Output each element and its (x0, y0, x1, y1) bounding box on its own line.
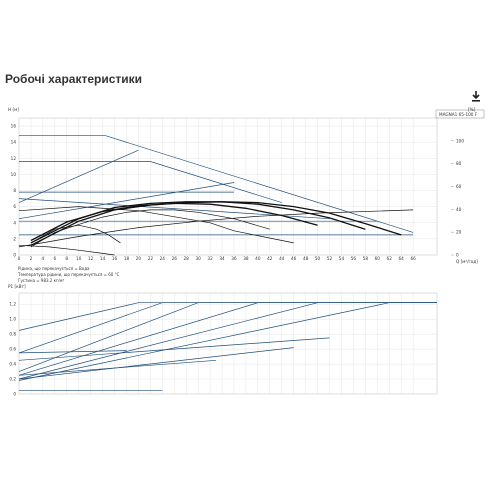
head-curve-14 (30, 202, 318, 242)
upper-y-tick: 10 (11, 172, 17, 177)
upper-x-tick: 24 (160, 256, 166, 261)
upper-x-tick: 60 (375, 256, 381, 261)
upper-x-tick: 46 (291, 256, 297, 261)
upper-x-tick: 56 (351, 256, 357, 261)
head-chart: 0 2 4 6 8 10 12 14 16 18 20 22 24 26 28 30 32 34 36 38 40 42 4… (8, 107, 485, 264)
upper-y2-tick: 80 (456, 161, 462, 166)
upper-y2-tick: 0 (456, 253, 459, 258)
upper-x-tick: 6 (53, 256, 56, 261)
upper-x-tick: 12 (88, 256, 94, 261)
upper-y-tick: 8 (13, 188, 16, 193)
upper-y-label: H [м] (8, 107, 19, 112)
upper-x-tick: 28 (184, 256, 190, 261)
lower-y-tick: 0.6 (9, 347, 16, 352)
upper-y-tick: 6 (13, 204, 16, 209)
head-curve-7 (18, 149, 139, 203)
power-chart: 0 0.2 0.4 0.6 0.8 1.0 1.2 P1 [кВт] (8, 284, 438, 397)
head-curve-11 (18, 244, 115, 256)
note-density: Густина = 983.2 кг/м³ (18, 278, 65, 283)
upper-y2-tick: 60 (456, 184, 462, 189)
head-curve-16 (30, 224, 121, 244)
power-curve-7 (18, 337, 330, 361)
power-curve-6 (18, 302, 437, 381)
fluid-notes: Рідина, що перекачується = Вода Температ… (17, 266, 120, 283)
upper-x-tick: 14 (100, 256, 106, 261)
upper-x-tick: 2 (30, 256, 33, 261)
upper-x-tick: 66 (410, 256, 416, 261)
upper-y-tick: 14 (11, 140, 17, 145)
lower-y-label: P1 [кВт] (8, 284, 26, 289)
upper-x-tick: 44 (279, 256, 285, 261)
download-icon[interactable] (470, 90, 482, 102)
upper-x-tick: 18 (124, 256, 130, 261)
power-curve-11 (18, 350, 127, 354)
lower-y-tick: 0.8 (9, 332, 16, 337)
upper-x-tick: 32 (207, 256, 213, 261)
power-curve-1 (18, 302, 437, 331)
upper-y2-tick: 40 (456, 207, 462, 212)
upper-plot-area (18, 117, 438, 256)
upper-x-tick: 36 (231, 256, 237, 261)
upper-x-tick: 20 (136, 256, 142, 261)
note-fluid: Рідина, що перекачується = Вода (18, 266, 90, 271)
power-curve-9 (18, 359, 217, 376)
upper-x-tick: 38 (243, 256, 249, 261)
upper-x-tick: 4 (42, 256, 45, 261)
lower-y-tick: 0.4 (9, 362, 16, 367)
head-curve-1 (19, 135, 414, 233)
upper-y-tick: 2 (13, 236, 16, 241)
model-label-box (435, 109, 485, 119)
upper-x-tick: 22 (148, 256, 154, 261)
upper-x-tick: 8 (65, 256, 68, 261)
upper-y-tick: 16 (11, 124, 17, 129)
upper-x-tick: 0 (18, 256, 21, 261)
upper-y-tick: 0 (13, 253, 16, 258)
upper-x-tick: 50 (315, 256, 321, 261)
lower-y-tick: 0 (13, 392, 16, 397)
upper-x-tick: 10 (76, 256, 82, 261)
upper-y-tick: 4 (13, 220, 16, 225)
head-curve-10 (18, 206, 294, 244)
head-curve-9 (18, 209, 414, 248)
power-curve-4 (18, 302, 437, 376)
power-curve-8 (18, 347, 294, 380)
head-curve-15 (30, 209, 270, 248)
page-title: Робочі характеристики (5, 72, 143, 86)
upper-x-tick: 16 (112, 256, 118, 261)
upper-x-tick: 64 (398, 256, 404, 261)
head-curve-8 (18, 182, 235, 220)
upper-x-tick: 30 (195, 256, 201, 261)
upper-x-tick: 42 (267, 256, 273, 261)
upper-x-tick: 48 (303, 256, 309, 261)
upper-y-tick: 12 (11, 156, 17, 161)
upper-x-tick: 62 (387, 256, 393, 261)
note-temp: Температура рідини, що перекачується = 6… (17, 272, 120, 277)
model-label: MAGNA1 65-100 F (439, 112, 478, 117)
lower-y-tick: 1.2 (9, 302, 16, 307)
upper-y2-tick: 20 (456, 230, 462, 235)
upper-x-tick: 40 (255, 256, 261, 261)
upper-x-label: Q [м³/год] (456, 259, 478, 264)
lower-y-tick: 1.0 (9, 317, 16, 322)
lower-y-tick: 0.2 (9, 377, 16, 382)
upper-x-tick: 54 (339, 256, 345, 261)
upper-x-tick: 52 (327, 256, 333, 261)
upper-y2-label: [%] (468, 107, 476, 112)
upper-y2-tick: 100 (456, 138, 464, 143)
upper-x-tick: 26 (172, 256, 178, 261)
upper-x-tick: 58 (363, 256, 369, 261)
power-curve-3 (18, 302, 437, 372)
head-curve-2 (19, 161, 282, 203)
upper-x-tick: 34 (219, 256, 225, 261)
